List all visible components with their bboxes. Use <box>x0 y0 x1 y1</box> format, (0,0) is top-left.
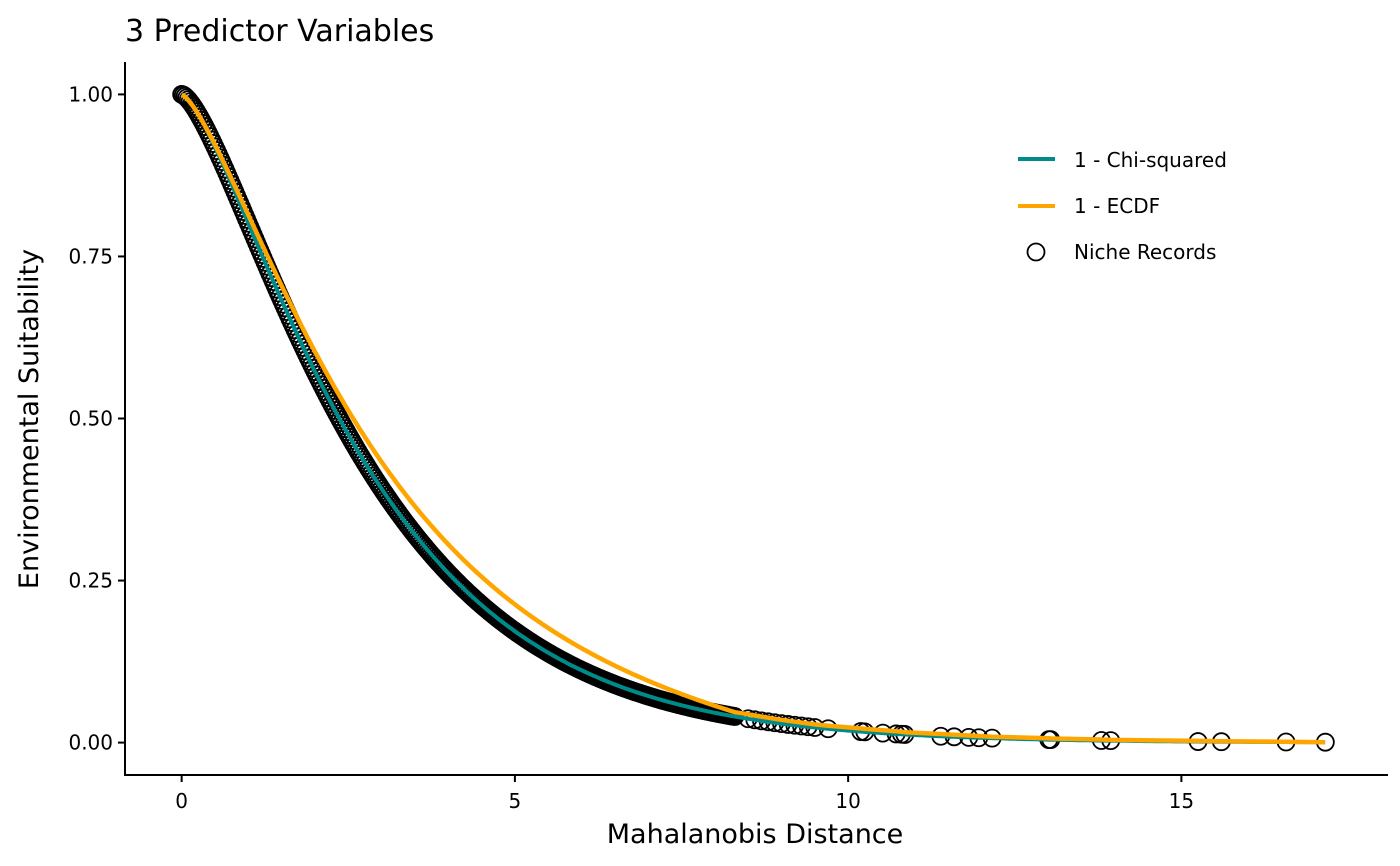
chart-title: 3 Predictor Variables <box>125 14 434 49</box>
x-axis-label: Mahalanobis Distance <box>607 819 904 850</box>
legend-label-niche-records: Niche Records <box>1074 240 1216 264</box>
legend: 1 - Chi-squared 1 - ECDF Niche Records <box>1018 148 1227 264</box>
legend-item-chi-squared: 1 - Chi-squared <box>1018 148 1227 172</box>
y-tick-label: 1.00 <box>68 82 113 106</box>
plot-area <box>172 85 1335 752</box>
legend-label-ecdf: 1 - ECDF <box>1074 194 1160 218</box>
x-tick-label: 10 <box>835 789 860 813</box>
legend-item-ecdf: 1 - ECDF <box>1018 194 1160 218</box>
y-tick-label: 0.75 <box>68 244 113 268</box>
x-tick-label: 5 <box>509 789 522 813</box>
x-tick-label: 15 <box>1169 789 1194 813</box>
y-tick-label: 0.25 <box>68 569 113 593</box>
x-tick-label: 0 <box>175 789 188 813</box>
legend-label-chi-squared: 1 - Chi-squared <box>1074 148 1227 172</box>
y-ticks: 0.00 0.25 0.50 0.75 1.00 <box>68 82 125 755</box>
legend-item-niche-records: Niche Records <box>1026 240 1216 264</box>
x-ticks: 0 5 10 15 <box>175 775 1194 813</box>
legend-key-niche-records <box>1026 242 1046 262</box>
y-tick-label: 0.50 <box>68 407 113 431</box>
y-axis-label: Environmental Suitability <box>14 249 45 589</box>
ecdf-line <box>180 92 1326 745</box>
y-tick-label: 0.00 <box>68 731 113 755</box>
niche-records-points <box>172 85 1335 752</box>
